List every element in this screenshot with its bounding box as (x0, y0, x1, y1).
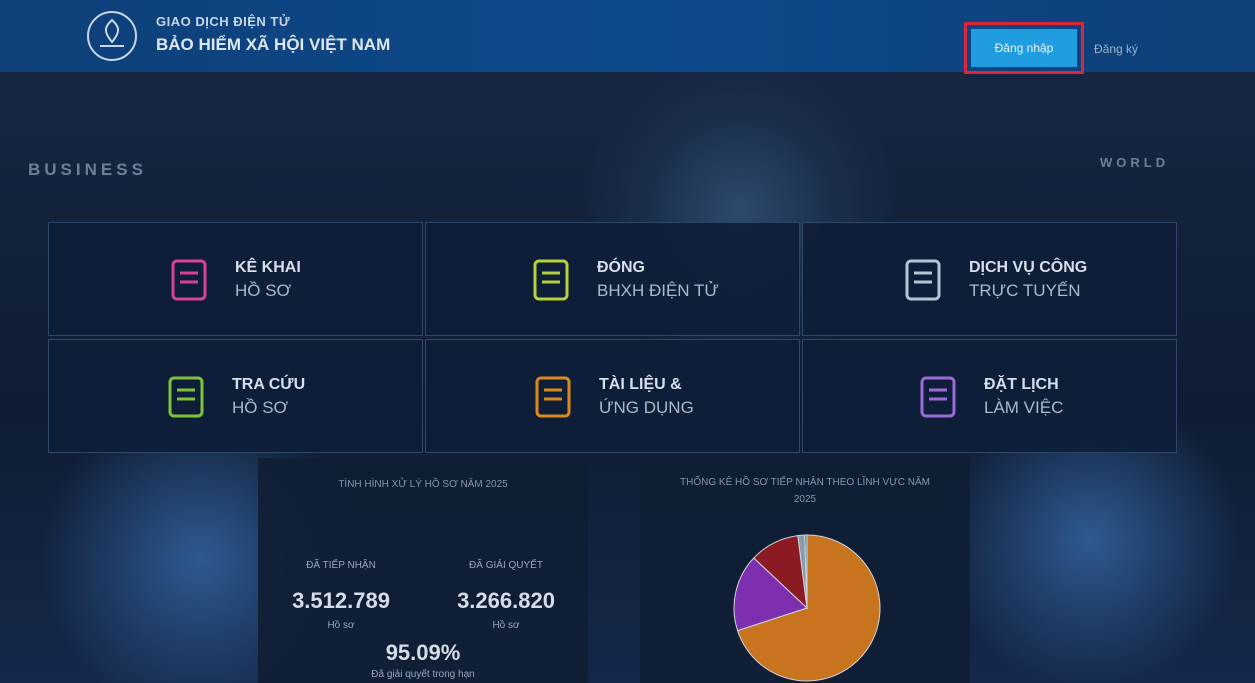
bg-text: WORLD (1100, 155, 1170, 170)
tile-icon (533, 259, 569, 301)
tile-line1: TÀI LIỆU & (599, 376, 682, 393)
rate-value: 95.09% (385, 640, 461, 665)
tile-line1: DỊCH VỤ CÔNG (969, 259, 1088, 276)
pie-slice (736, 534, 881, 682)
service-tile[interactable]: DỊCH VỤ CÔNG TRỰC TUYẾN (802, 222, 1177, 336)
tile-line2: BHXH ĐIỆN TỬ (597, 281, 719, 300)
rate-label: Đã giải quyết trong hạn (371, 669, 475, 680)
stat-unit: Hồ sơ (327, 620, 355, 631)
tile-line1: TRA CỨU (232, 376, 306, 393)
stat-value: 3.266.820 (457, 588, 555, 613)
panel-title: TÌNH HÌNH XỬ LÝ HỒ SƠ NĂM 2025 (338, 479, 508, 490)
stat-value: 3.512.789 (292, 588, 390, 613)
service-tile[interactable]: KÊ KHAI HỒ SƠ (48, 222, 423, 336)
tile-icon (535, 376, 571, 418)
login-button[interactable]: Đăng nhập (971, 29, 1077, 67)
tile-line1: KÊ KHAI (235, 259, 301, 276)
tile-icon (171, 259, 207, 301)
service-tile[interactable]: ĐÓNG BHXH ĐIỆN TỬ (425, 222, 800, 336)
header-title[interactable]: BẢO HIỂM XÃ HỘI VIỆT NAM (156, 35, 391, 54)
tile-line1: ĐÓNG (597, 259, 645, 276)
tile-icon (905, 259, 941, 301)
tile-icon (168, 376, 204, 418)
header-line: GIAO DỊCH ĐIỆN TỬ (156, 14, 291, 29)
service-tile[interactable]: TÀI LIỆU & ỨNG DỤNG (425, 339, 800, 453)
register-link[interactable]: Đăng ký (1094, 42, 1139, 56)
tile-line2: HỒ SƠ (232, 398, 289, 417)
pie-chart (733, 534, 881, 682)
pie-slice (733, 557, 808, 632)
service-tile[interactable]: TRA CỨU HỒ SƠ (48, 339, 423, 453)
login-highlight: Đăng nhập (964, 22, 1084, 74)
stat-label: ĐÃ GIẢI QUYẾT (469, 560, 543, 571)
tile-line2: ỨNG DỤNG (599, 398, 694, 417)
stat-label: ĐÃ TIẾP NHẬN (306, 560, 376, 571)
service-tile[interactable]: ĐẶT LỊCH LÀM VIỆC (802, 339, 1177, 453)
tile-icon (920, 376, 956, 418)
stat-unit: Hồ sơ (492, 620, 520, 631)
stats-panel: TÌNH HÌNH XỬ LÝ HỒ SƠ NĂM 2025 ĐÃ TIẾP N… (258, 458, 588, 683)
tile-line2: TRỰC TUYẾN (969, 281, 1081, 300)
logo (87, 11, 137, 61)
chart-panel: THỐNG KÊ HỒ SƠ TIẾP NHẬN THEO LĨNH VỰC N… (640, 458, 970, 683)
header: GIAO DỊCH ĐIỆN TỬ BẢO HIỂM XÃ HỘI VIỆT N… (0, 0, 1255, 74)
tile-line2: HỒ SƠ (235, 281, 292, 300)
chart-title: THỐNG KÊ HỒ SƠ TIẾP NHẬN THEO LĨNH VỰC N… (680, 477, 930, 505)
bg-text: BUSINESS (28, 160, 147, 179)
tile-line2: LÀM VIỆC (984, 398, 1064, 417)
pie-slice (804, 534, 808, 609)
tile-line1: ĐẶT LỊCH (984, 376, 1059, 393)
